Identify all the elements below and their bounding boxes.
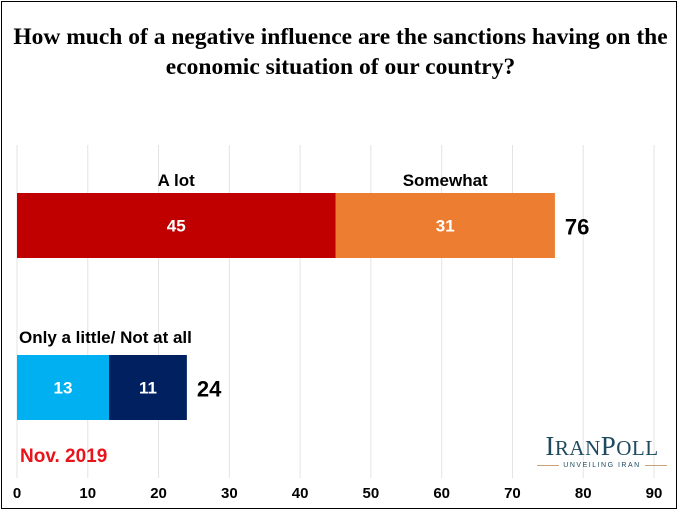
bar-segment: [17, 193, 336, 258]
iranpoll-logo: IRANPOLL UNVEILING IRAN: [532, 432, 672, 469]
data-label: 13: [54, 379, 73, 398]
x-tick-label: 50: [363, 485, 380, 502]
data-label: 45: [167, 217, 186, 236]
date-label: Nov. 2019: [20, 446, 108, 467]
x-tick-label: 40: [292, 485, 309, 502]
x-tick-label: 90: [646, 485, 663, 502]
logo-tagline: UNVEILING IRAN: [532, 462, 672, 469]
x-tick-label: 10: [79, 485, 96, 502]
segment-label: A lot: [158, 171, 195, 190]
x-tick-label: 80: [575, 485, 592, 502]
data-label: 31: [436, 217, 455, 236]
bar-segment: [109, 355, 187, 420]
logo-name: IRANPOLL: [545, 431, 659, 461]
chart-title: How much of a negative influence are the…: [13, 24, 668, 80]
bar-segment: [335, 193, 555, 258]
x-tick-label: 0: [13, 485, 21, 502]
x-tick-label: 70: [504, 485, 521, 502]
group-label: Only a little/ Not at all: [19, 328, 192, 347]
x-tick-label: 20: [150, 485, 167, 502]
x-tick-label: 60: [433, 485, 450, 502]
total-label: 76: [565, 215, 589, 240]
segment-label: Somewhat: [403, 171, 488, 190]
x-tick-label: 30: [221, 485, 238, 502]
total-label: 24: [197, 377, 222, 402]
bar-segment: [17, 355, 110, 420]
data-label: 11: [139, 379, 157, 398]
